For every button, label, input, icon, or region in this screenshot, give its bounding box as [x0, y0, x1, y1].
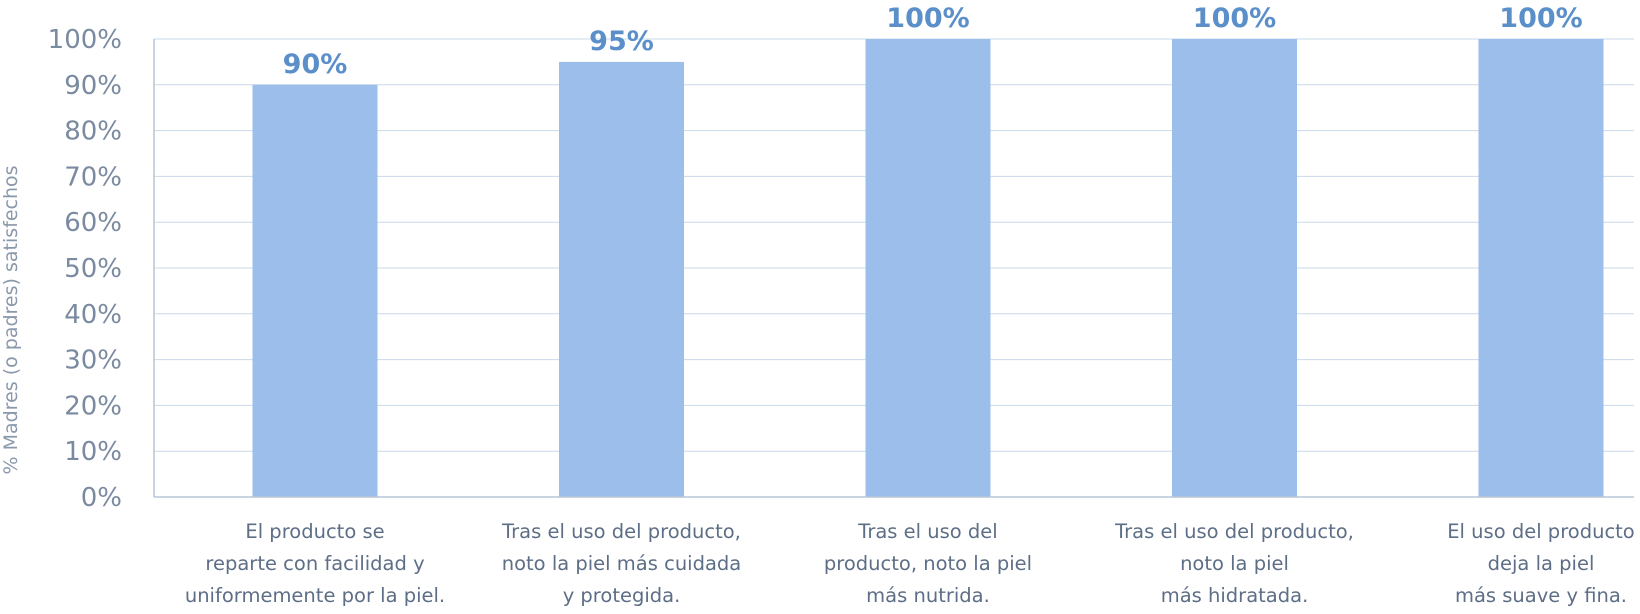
data-label: 95% [589, 26, 654, 57]
y-tick-label: 30% [64, 346, 122, 376]
y-tick-label: 90% [64, 71, 122, 101]
data-label: 100% [1499, 3, 1582, 34]
y-tick-label: 0% [81, 483, 122, 513]
bar [1172, 39, 1297, 497]
category-label: El producto se reparte con facilidad y uni… [185, 520, 445, 607]
y-tick-label: 20% [64, 391, 122, 421]
bar [1478, 39, 1604, 497]
y-axis-label: % Madres (o padres) satisfechos [0, 165, 22, 474]
bar [865, 39, 991, 497]
data-labels: 90% 95% 100% 100% 100% [283, 3, 1583, 80]
y-tick-label: 60% [64, 208, 122, 238]
y-tick-label: 10% [64, 437, 122, 467]
bar [559, 61, 684, 498]
bar [252, 84, 378, 498]
y-tick-label: 80% [64, 117, 122, 147]
y-tick-label: 70% [64, 162, 122, 192]
y-tick-label: 100% [48, 25, 122, 55]
category-label: Tras el uso del producto, noto la piel más… [824, 520, 1032, 607]
x-axis-categories: El producto se reparte con facilidad y uni… [185, 520, 1635, 607]
data-label: 90% [283, 49, 348, 80]
category-label: Tras el uso del producto, noto la piel más… [1114, 520, 1354, 607]
bars [252, 39, 1604, 498]
category-label: El uso del producto deja la piel más suave… [1447, 520, 1635, 607]
data-label: 100% [1193, 3, 1276, 34]
y-tick-label: 50% [64, 254, 122, 284]
y-tick-label: 40% [64, 300, 122, 330]
category-label: Tras el uso del producto, noto la piel má… [501, 520, 741, 607]
y-axis-ticks: 0% 10% 20% 30% 40% 50% 60% 70% 80% 90% 100% [48, 25, 122, 513]
data-label: 100% [886, 3, 969, 34]
